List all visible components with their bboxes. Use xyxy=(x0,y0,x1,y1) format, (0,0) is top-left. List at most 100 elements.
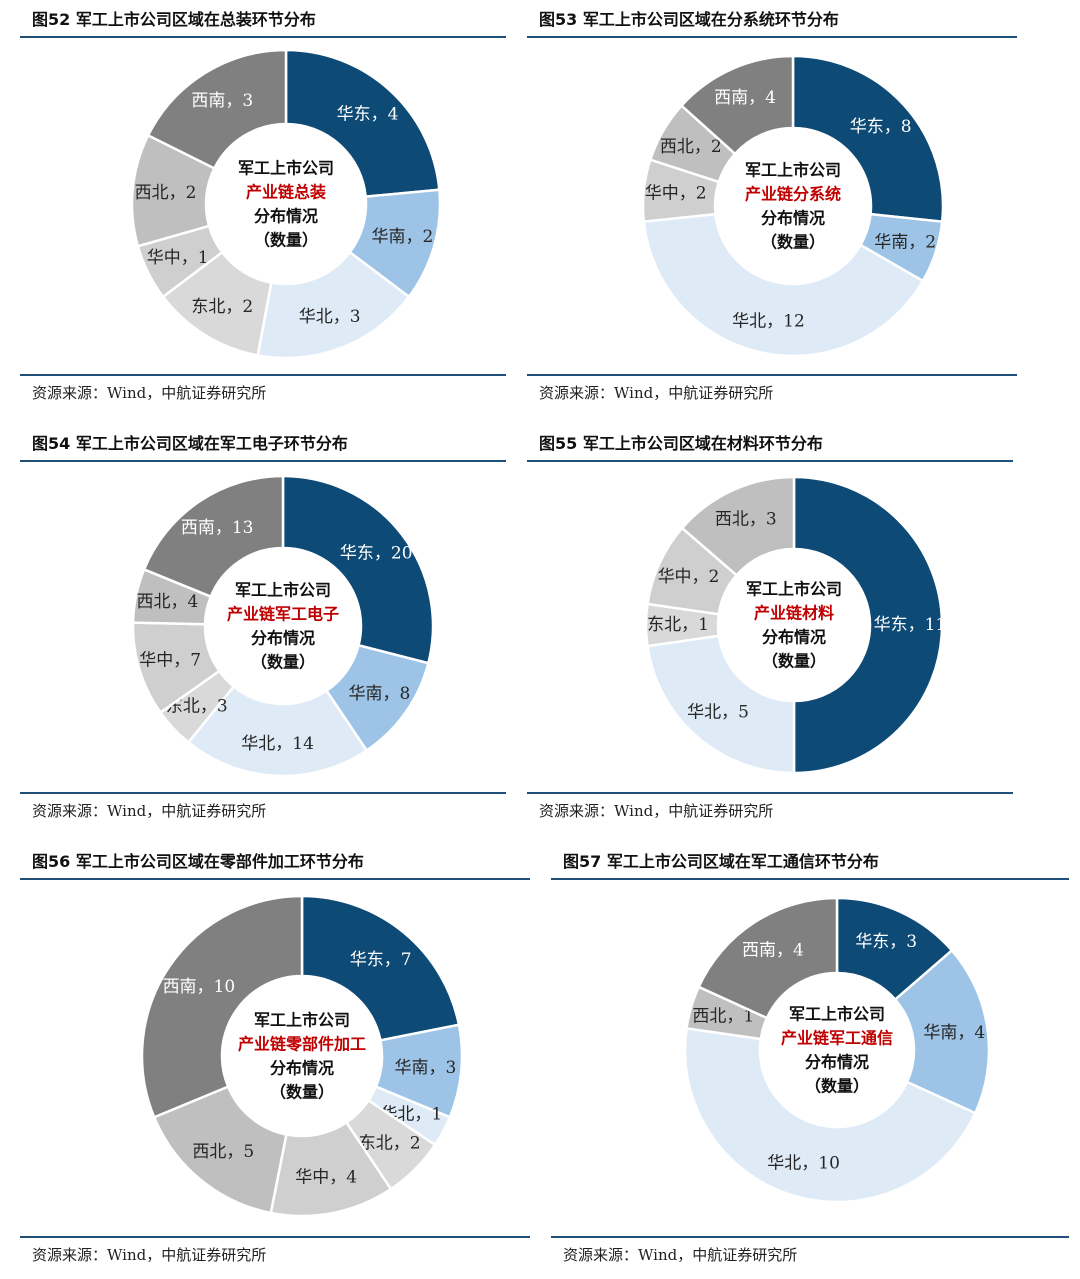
slice-label: 西南，3 xyxy=(191,91,253,111)
slice-label: 西南，4 xyxy=(714,88,776,108)
chart-panel-cailiao: 图55 军工上市公司区域在材料环节分布 华东，11 华北，5 东北，1 华中，2 西北，… xyxy=(527,424,1013,834)
pie-slice-西南 xyxy=(146,48,288,171)
source-rule xyxy=(20,1236,530,1238)
slice-label: 华北，12 xyxy=(732,311,805,331)
center-text-line: 军工上市公司 xyxy=(254,1011,350,1030)
pie-slice-华东 xyxy=(300,894,461,1042)
slice-label: 东北，2 xyxy=(191,297,253,317)
slice-label: 华南，2 xyxy=(874,232,936,252)
center-text-line: 分布情况 xyxy=(761,209,825,228)
center-text-line: 军工上市公司 xyxy=(238,159,334,178)
donut-chart: 华东，20 华南，8 华北，14 东北，3 华中，7 西北，4 西南，13 军工上市公司 产业链… xyxy=(20,464,506,794)
pie-slice-华北 xyxy=(186,684,369,778)
slice-label: 西北，2 xyxy=(660,137,722,157)
source-rule xyxy=(527,374,1017,376)
slice-label: 华南，8 xyxy=(348,684,410,704)
slice-label: 华中，4 xyxy=(295,1168,357,1188)
center-text-line: （数量） xyxy=(805,1077,869,1096)
pie-slice-西南 xyxy=(142,474,285,599)
title-rule xyxy=(20,36,506,38)
slice-label: 华东，3 xyxy=(855,932,917,952)
center-text-line: 产业链军工电子 xyxy=(227,605,339,624)
pie-slice-西南 xyxy=(697,896,839,1020)
slice-label: 西北，5 xyxy=(192,1142,254,1162)
slice-label: 华北，5 xyxy=(687,703,749,723)
chart-panel-junggong-tongxin: 图57 军工上市公司区域在军工通信环节分布 华东，3 华南，4 华北，10 西北，1 西… xyxy=(551,842,1069,1272)
donut-chart: 华东，8 华南，2 华北，12 华中，2 西北，2 西南，4 军工上市公司 产业链分系统 分布情… xyxy=(527,40,1017,372)
chart-panel-zongzhuang: 图52 军工上市公司区域在总装环节分布 华东，4 华南，2 华北，3 东北，2 华中，1… xyxy=(20,0,506,410)
figure-title: 图53 军工上市公司区域在分系统环节分布 xyxy=(539,10,839,29)
slice-label: 华南，2 xyxy=(371,227,433,247)
source-rule xyxy=(527,792,1013,794)
pie-slice-华北 xyxy=(256,250,411,360)
pie-slice-西南 xyxy=(679,54,795,156)
center-text-line: （数量） xyxy=(270,1083,334,1102)
source-note: 资源来源：Wind，中航证券研究所 xyxy=(32,802,267,820)
center-text-line: 分布情况 xyxy=(270,1059,334,1078)
title-rule xyxy=(20,460,506,462)
pie-slice-西南 xyxy=(140,894,304,1119)
slice-label: 华中，1 xyxy=(147,248,209,268)
slice-label: 西南，4 xyxy=(742,940,804,960)
center-text-line: （数量） xyxy=(762,652,826,671)
slice-label: 华东，4 xyxy=(337,105,399,125)
slice-label: 西北，3 xyxy=(715,509,777,529)
slice-label: 华北，3 xyxy=(299,307,361,327)
slice-label: 西北，4 xyxy=(137,592,199,612)
pie-slice-华东 xyxy=(281,474,435,665)
donut-chart: 华东，7 华南，3 华北，1 东北，2 华中，4 西北，5 西南，10 军工上市公司 产业链零部… xyxy=(20,882,530,1234)
center-text-line: 产业链材料 xyxy=(754,604,834,623)
pie-slice-华东 xyxy=(284,48,441,198)
title-rule xyxy=(20,878,530,880)
title-rule xyxy=(527,460,1013,462)
center-text-line: （数量） xyxy=(761,233,825,252)
pie-slice-华北 xyxy=(642,212,925,358)
slice-label: 西南，13 xyxy=(181,518,254,538)
slice-label: 华中，2 xyxy=(645,184,707,204)
donut-chart: 华东，3 华南，4 华北，10 西北，1 西南，4 军工上市公司 产业链军工通信 分布情况 （数… xyxy=(551,882,1069,1234)
figure-title: 图56 军工上市公司区域在零部件加工环节分布 xyxy=(32,852,364,871)
slice-label: 华南，3 xyxy=(394,1058,456,1078)
slice-label: 华东，20 xyxy=(340,544,413,564)
slice-label: 东北，2 xyxy=(359,1134,421,1154)
pie-slice-西北 xyxy=(680,475,796,577)
slice-label: 华南，4 xyxy=(923,1023,985,1043)
pie-slice-华北 xyxy=(683,1026,977,1204)
chart-panel-lingbujian: 图56 军工上市公司区域在零部件加工环节分布 华东，7 华南，3 华北，1 东北，2 华… xyxy=(20,842,530,1272)
slice-label: 华东，8 xyxy=(850,117,912,137)
slice-label: 华北，10 xyxy=(767,1154,840,1174)
center-text-line: 军工上市公司 xyxy=(746,580,842,599)
slice-label: 东北，1 xyxy=(647,615,709,635)
chart-panel-fenxitong: 图53 军工上市公司区域在分系统环节分布 华东，8 华南，2 华北，12 华中，2 西北… xyxy=(527,0,1017,410)
center-text-line: 军工上市公司 xyxy=(235,581,331,600)
center-text-line: 产业链零部件加工 xyxy=(238,1035,366,1054)
slice-label: 东北，3 xyxy=(166,697,228,717)
slice-label: 西北，1 xyxy=(692,1007,754,1027)
pie-slice-华北 xyxy=(646,634,796,775)
figure-title: 图57 军工上市公司区域在军工通信环节分布 xyxy=(563,852,879,871)
center-text-line: 分布情况 xyxy=(762,628,826,647)
center-text-line: 分布情况 xyxy=(254,207,318,226)
slice-label: 西北，2 xyxy=(135,183,197,203)
source-note: 资源来源：Wind，中航证券研究所 xyxy=(539,384,774,402)
title-rule xyxy=(551,878,1069,880)
slice-label: 华东，7 xyxy=(350,950,412,970)
figure-title: 图52 军工上市公司区域在总装环节分布 xyxy=(32,10,316,29)
source-rule xyxy=(20,374,506,376)
slice-label: 华北，14 xyxy=(241,734,314,754)
source-rule xyxy=(20,792,506,794)
slice-label: 华中，7 xyxy=(139,650,201,670)
pie-slice-华东 xyxy=(791,54,945,224)
center-text-line: （数量） xyxy=(251,653,315,672)
source-note: 资源来源：Wind，中航证券研究所 xyxy=(539,802,774,820)
figure-title: 图54 军工上市公司区域在军工电子环节分布 xyxy=(32,434,348,453)
slice-label: 华东，11 xyxy=(874,615,947,635)
donut-chart: 华东，4 华南，2 华北，3 东北，2 华中，1 西北，2 西南，3 军工上市公司 产业链总装分… xyxy=(20,40,506,372)
center-text-line: 产业链总装 xyxy=(246,183,326,202)
center-text-line: 军工上市公司 xyxy=(745,161,841,180)
center-text-line: 产业链军工通信 xyxy=(781,1029,893,1048)
slice-label: 西南，10 xyxy=(163,977,236,997)
chart-panel-junggong-dianzi: 图54 军工上市公司区域在军工电子环节分布 华东，20 华南，8 华北，14 东北，3… xyxy=(20,424,506,834)
source-rule xyxy=(551,1236,1069,1238)
slice-label: 华中，2 xyxy=(658,567,720,587)
